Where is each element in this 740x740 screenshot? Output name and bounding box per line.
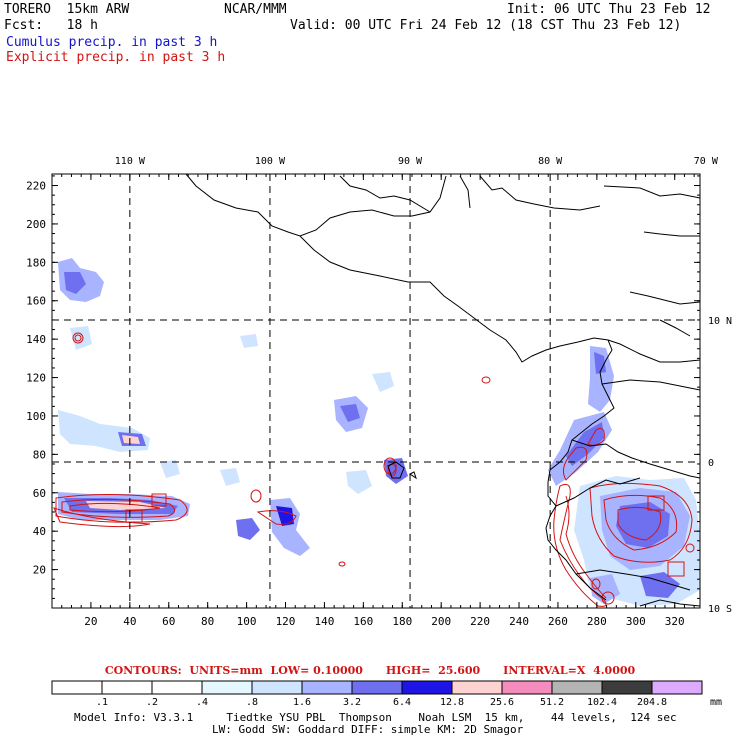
x-tick-label: 80	[201, 615, 214, 628]
y-axis-ticks: 220 200 180 160 140 120 100 80 60 40 20	[26, 175, 700, 599]
x-tick-label: 280	[587, 615, 607, 628]
colorbar-swatch	[251, 680, 303, 695]
cumulus-precip-shading	[58, 258, 700, 606]
y-tick-label: 60	[33, 487, 46, 500]
latitude-label: 0	[708, 458, 714, 469]
colorbar-label: 51.2	[540, 697, 564, 708]
model-info-line2: LW: Godd SW: Goddard DIFF: simple KM: 2D…	[212, 723, 524, 736]
longitude-label: 80 W	[538, 156, 563, 167]
latitude-label: 10 S	[708, 604, 732, 615]
colorbar-swatch	[551, 680, 603, 695]
coastlines	[185, 173, 701, 607]
colorbar-label: 204.8	[637, 697, 667, 708]
latitude-label: 10 N	[708, 316, 732, 327]
y-tick-label: 80	[33, 448, 46, 461]
colorbar-swatch	[501, 680, 553, 695]
x-tick-label: 140	[314, 615, 334, 628]
x-tick-label: 260	[548, 615, 568, 628]
colorbar-label: .8	[246, 697, 258, 708]
colorbar-label: 12.8	[440, 697, 464, 708]
colorbar-label: .2	[146, 697, 158, 708]
x-tick-label: 320	[665, 615, 685, 628]
x-axis-ticks: 20 40 60 80 100 120 140 160 180 200 220 240 260 280 30…	[61, 174, 695, 628]
colorbar-swatch	[151, 680, 203, 695]
colorbar-label: 1.6	[293, 697, 311, 708]
init-time: Init: 06 UTC Thu 23 Feb 12	[507, 2, 711, 17]
y-tick-label: 220	[26, 180, 46, 193]
colorbar-swatch	[351, 680, 403, 695]
x-tick-label: 20	[84, 615, 97, 628]
explicit-precip-contours	[53, 332, 695, 607]
y-tick-label: 180	[26, 256, 46, 269]
map-frame	[51, 173, 701, 609]
colorbar-label: 102.4	[587, 697, 617, 708]
colorbar-label: .4	[196, 697, 208, 708]
model-title: TORERO 15km ARW	[4, 2, 130, 17]
y-tick-label: 160	[26, 295, 46, 308]
y-tick-label: 120	[26, 372, 46, 385]
longitude-label: 100 W	[255, 156, 286, 167]
longitude-label: 110 W	[115, 156, 146, 167]
x-tick-label: 300	[626, 615, 646, 628]
colorbar-label: 3.2	[343, 697, 361, 708]
x-tick-label: 200	[431, 615, 451, 628]
colorbar-swatch	[301, 680, 353, 695]
colorbar-label: 6.4	[393, 697, 411, 708]
x-tick-label: 120	[276, 615, 296, 628]
precip-colorbar: .1 .2 .4 .8 1.6 3.2 6.4 12.8 25.6 51.2 102.4 204.8 m…	[51, 680, 722, 708]
x-tick-label: 160	[353, 615, 373, 628]
x-tick-label: 60	[162, 615, 175, 628]
explicit-legend: Explicit precip. in past 3 h	[6, 50, 226, 65]
x-tick-label: 100	[237, 615, 257, 628]
contour-info: CONTOURS: UNITS=mm LOW= 0.10000 HIGH= 25…	[104, 664, 636, 677]
colorbar-swatch	[651, 680, 703, 695]
org-label: NCAR/MMM	[224, 2, 287, 17]
y-tick-label: 200	[26, 218, 46, 231]
cumulus-legend: Cumulus precip. in past 3 h	[6, 35, 218, 50]
valid-time: Valid: 00 UTC Fri 24 Feb 12 (18 CST Thu …	[290, 18, 682, 33]
x-tick-label: 220	[470, 615, 490, 628]
colorbar-swatch	[51, 680, 103, 695]
latitude-labels: 10 N 0 10 S	[708, 316, 732, 615]
x-tick-label: 40	[123, 615, 136, 628]
colorbar-swatch	[101, 680, 153, 695]
colorbar-label: .1	[96, 697, 108, 708]
x-tick-label: 240	[509, 615, 529, 628]
colorbar-swatch	[601, 680, 653, 695]
y-tick-label: 20	[33, 564, 46, 577]
colorbar-swatch	[401, 680, 453, 695]
longitude-labels: 110 W 100 W 90 W 80 W 70 W	[115, 156, 719, 167]
y-tick-label: 140	[26, 333, 46, 346]
longitude-label: 70 W	[694, 156, 719, 167]
y-tick-label: 100	[26, 410, 46, 423]
colorbar-swatch	[451, 680, 503, 695]
colorbar-swatch	[201, 680, 253, 695]
colorbar-label: 25.6	[490, 697, 514, 708]
longitude-label: 90 W	[398, 156, 423, 167]
latlon-grid	[52, 174, 700, 608]
forecast-hour: Fcst: 18 h	[4, 18, 98, 33]
y-tick-label: 40	[33, 525, 46, 538]
x-tick-label: 180	[392, 615, 412, 628]
colorbar-units: mm	[710, 697, 722, 708]
model-info-line1: Model Info: V3.3.1 Tiedtke YSU PBL Thomp…	[74, 711, 677, 724]
